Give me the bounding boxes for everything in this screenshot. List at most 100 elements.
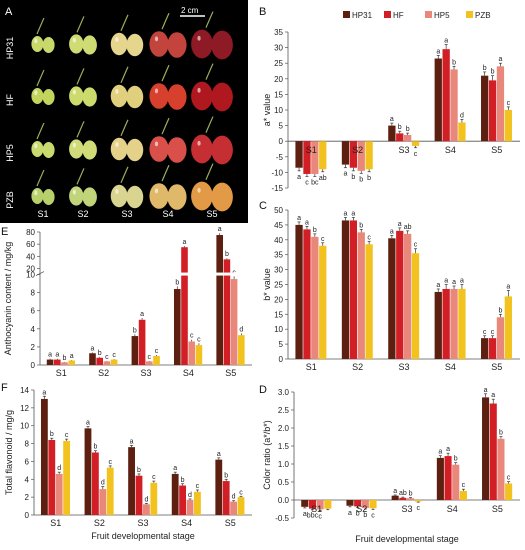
y-tick-label: 40 bbox=[26, 252, 35, 261]
fruit-stem bbox=[76, 16, 85, 33]
significance-letter: c bbox=[105, 354, 109, 361]
significance-letter: a bbox=[436, 282, 440, 289]
bar bbox=[458, 122, 466, 142]
fruit-highlight bbox=[72, 89, 76, 95]
bar bbox=[450, 69, 458, 142]
fruit-stem bbox=[76, 168, 85, 185]
significance-letter: a bbox=[86, 420, 90, 427]
bar bbox=[399, 497, 407, 500]
x-tick-label: S5 bbox=[491, 145, 502, 155]
fruit-pair bbox=[191, 63, 233, 112]
y-tick-label: 0 bbox=[279, 355, 284, 364]
fruit bbox=[167, 137, 187, 163]
bar bbox=[295, 141, 303, 168]
fruit-stem bbox=[120, 166, 129, 184]
significance-letter: b bbox=[483, 65, 487, 72]
fruit-highlight bbox=[72, 142, 76, 148]
scale-bar-label: 2 cm bbox=[181, 6, 199, 15]
fruit bbox=[82, 140, 97, 160]
y-tick-label: 20 bbox=[26, 264, 35, 273]
bar bbox=[388, 125, 396, 142]
bar bbox=[319, 245, 327, 359]
significance-letter: b bbox=[224, 472, 228, 479]
bar bbox=[504, 110, 512, 142]
significance-letter: c bbox=[196, 483, 200, 490]
fruit-highlight bbox=[34, 38, 38, 44]
y-tick-label: 3.0 bbox=[278, 388, 290, 397]
significance-letter: b bbox=[137, 467, 141, 474]
x-tick-label: S1 bbox=[306, 362, 317, 372]
panel-label: E bbox=[1, 226, 8, 238]
significance-letter: b bbox=[359, 222, 363, 229]
bar bbox=[388, 238, 396, 359]
x-axis-label: Fruit developmental stage bbox=[91, 531, 195, 541]
y-axis-label: Anthocyanin content / mg/kg bbox=[3, 242, 13, 356]
significance-letter: a bbox=[218, 226, 222, 233]
chart-anthocyanin: E 0 2 4 6 8 10 20 40 60 80 Anthocyanin content / mg… bbox=[0, 224, 255, 378]
fruit bbox=[167, 184, 187, 210]
significance-letter: b bbox=[406, 126, 410, 133]
legend-swatch bbox=[343, 11, 350, 18]
legend-swatch bbox=[384, 11, 391, 18]
fruit-stem bbox=[76, 121, 85, 138]
significance-letter: c bbox=[507, 475, 511, 482]
bar bbox=[489, 403, 497, 500]
significance-letter: b bbox=[398, 124, 402, 131]
bar bbox=[365, 244, 373, 359]
x-axis-label: Fruit developmental stage bbox=[355, 534, 459, 544]
fruit bbox=[31, 36, 44, 52]
bar bbox=[40, 398, 48, 515]
significance-letter: b bbox=[356, 511, 360, 518]
significance-letter: c bbox=[414, 242, 418, 249]
significance-letter: c bbox=[190, 333, 194, 340]
fruit-highlight bbox=[34, 190, 38, 196]
significance-letter: b bbox=[133, 327, 137, 334]
fruit-highlight bbox=[197, 140, 201, 146]
y-axis-label: Color ratio (a*/b*) bbox=[262, 420, 272, 490]
significance-letter: c bbox=[112, 352, 116, 359]
bar bbox=[181, 247, 188, 365]
fruit bbox=[167, 32, 187, 58]
photo-row-label: PZB bbox=[5, 191, 15, 209]
significance-letter: b bbox=[452, 59, 456, 66]
y-tick-label: 35 bbox=[274, 28, 283, 37]
photo-row-label: HF bbox=[5, 94, 15, 106]
bar bbox=[103, 361, 111, 365]
bar bbox=[450, 288, 458, 359]
significance-letter: a bbox=[506, 283, 510, 290]
significance-letter: d bbox=[144, 496, 148, 503]
significance-letter: d bbox=[101, 479, 105, 486]
significance-letter: a bbox=[491, 392, 495, 399]
fruit bbox=[211, 30, 233, 60]
fruit bbox=[110, 184, 128, 208]
bar bbox=[341, 141, 350, 165]
y-tick-label: 40 bbox=[274, 236, 283, 245]
y-tick-label: 35 bbox=[274, 251, 283, 260]
y-tick-label: 0.0 bbox=[278, 496, 290, 505]
x-tick-label: S4 bbox=[183, 368, 194, 378]
bar bbox=[68, 360, 76, 365]
fruit-highlight bbox=[34, 143, 38, 149]
significance-letter: a bbox=[484, 387, 488, 394]
significance-letter: bbc bbox=[307, 513, 319, 520]
y-tick-label: 80 bbox=[26, 228, 35, 237]
fruit-highlight bbox=[115, 37, 119, 42]
legend-label: HP31 bbox=[352, 11, 373, 20]
bar bbox=[319, 141, 327, 170]
fruit-pair bbox=[191, 163, 233, 212]
significance-letter: b bbox=[50, 431, 54, 438]
fruit-pair bbox=[110, 14, 144, 57]
bar bbox=[63, 440, 71, 515]
significance-letter: a bbox=[130, 438, 134, 445]
significance-letter: ab bbox=[404, 224, 412, 231]
significance-letter: b bbox=[498, 307, 502, 314]
y-tick-label: 15 bbox=[274, 310, 283, 319]
y-tick-label: 2 bbox=[31, 343, 36, 352]
bar bbox=[91, 452, 99, 515]
y-tick-label: 20 bbox=[274, 295, 283, 304]
fruit-stem bbox=[205, 11, 214, 28]
significance-letter: c bbox=[507, 100, 511, 107]
bar bbox=[354, 500, 362, 507]
significance-letter: c bbox=[148, 354, 152, 361]
bar bbox=[324, 500, 332, 509]
